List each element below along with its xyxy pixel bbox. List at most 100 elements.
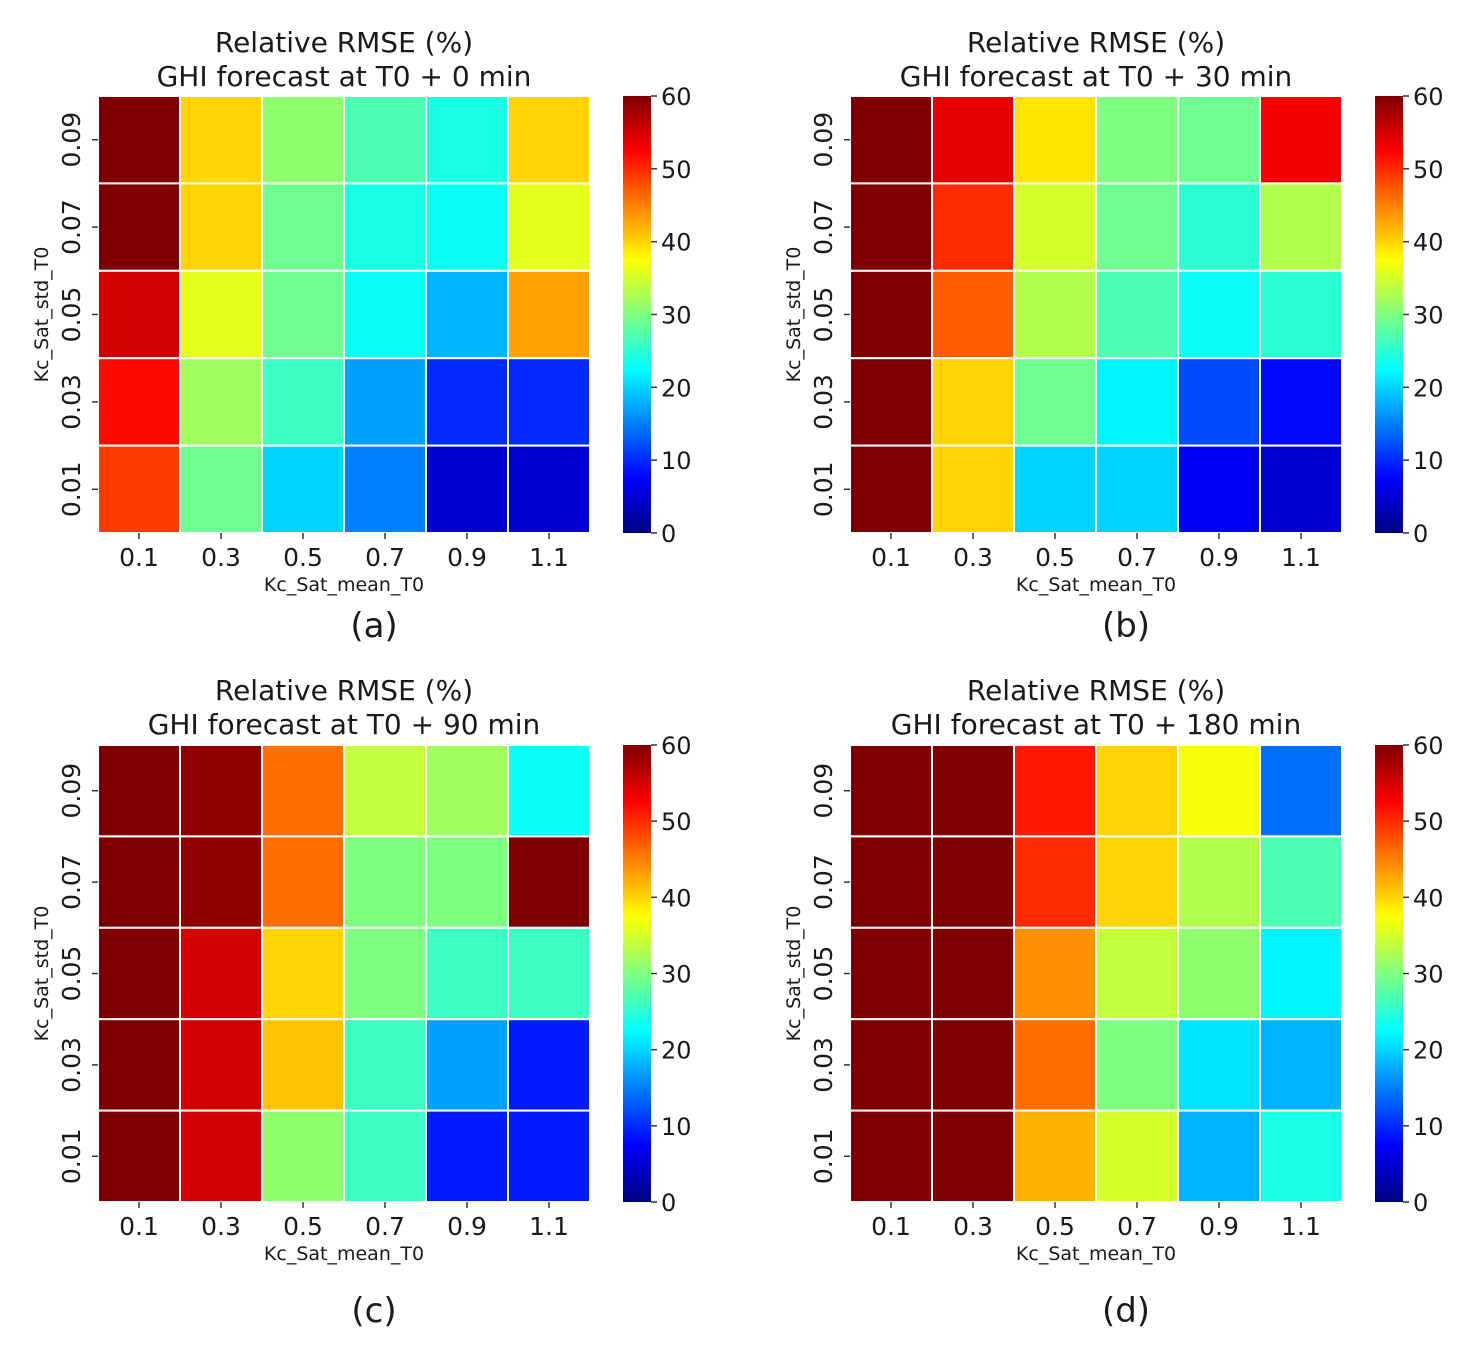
heatmap-cell — [931, 357, 1015, 447]
heatmap-panel-2: Relative RMSE (%)GHI forecast at T0 + 30… — [783, 26, 1444, 646]
y-tick-label: 0.01 — [57, 1128, 86, 1184]
x-tick-label: 0.9 — [1199, 1212, 1239, 1241]
heatmap-cell — [261, 95, 345, 185]
chart-title-line2: GHI forecast at T0 + 180 min — [891, 708, 1301, 741]
heatmap-cell — [343, 444, 427, 535]
y-tick-label: 0.03 — [57, 1037, 86, 1093]
heatmap-cell — [179, 835, 263, 929]
y-tick-label: 0.09 — [809, 763, 838, 819]
heatmap-cell — [179, 926, 263, 1021]
heatmap-cell — [507, 1018, 591, 1112]
heatmap-cell — [1095, 835, 1179, 929]
heatmap-cell — [261, 444, 345, 535]
x-tick-label: 0.3 — [953, 543, 993, 572]
chart-title-line1: Relative RMSE (%) — [967, 674, 1225, 707]
heatmap-cell — [1259, 744, 1343, 838]
y-tick-label: 0.01 — [809, 1128, 838, 1184]
heatmap-cell — [1013, 744, 1097, 838]
heatmap-panel-3: Relative RMSE (%)GHI forecast at T0 + 90… — [31, 674, 692, 1331]
panel-label: (c) — [351, 1291, 396, 1331]
colorbar-tick-label: 20 — [661, 374, 692, 402]
colorbar — [1375, 96, 1403, 533]
heatmap-cell — [507, 1109, 591, 1203]
colorbar-tick-label: 10 — [1413, 447, 1444, 475]
heatmap-cell — [425, 95, 509, 185]
heatmap-cell — [507, 357, 591, 447]
heatmap-cell — [343, 835, 427, 929]
colorbar-tick-label: 60 — [661, 83, 692, 111]
heatmap-cell — [425, 1109, 509, 1203]
heatmap-cell — [849, 269, 933, 360]
heatmap-cell — [425, 1018, 509, 1112]
y-tick-label: 0.05 — [57, 946, 86, 1002]
heatmap-cell — [1095, 357, 1179, 447]
y-tick-label: 0.09 — [57, 112, 86, 168]
x-tick-label: 1.1 — [529, 1212, 569, 1241]
heatmap-cell — [931, 926, 1015, 1021]
heatmap-cell — [425, 926, 509, 1021]
heatmap-cell — [97, 926, 181, 1021]
heatmap-cell — [849, 444, 933, 535]
y-axis-label: Kc_Sat_std_T0 — [31, 906, 53, 1042]
heatmap-cell — [97, 1018, 181, 1112]
heatmap-cell — [1177, 1109, 1261, 1203]
chart-title-line2: GHI forecast at T0 + 90 min — [148, 708, 541, 741]
heatmap-cell — [343, 95, 427, 185]
x-tick-label: 0.5 — [1035, 543, 1075, 572]
y-axis-label: Kc_Sat_std_T0 — [783, 247, 805, 383]
x-tick-label: 0.7 — [365, 543, 405, 572]
y-tick-label: 0.01 — [809, 461, 838, 517]
heatmap-cell — [1013, 95, 1097, 185]
colorbar-tick-label: 50 — [1413, 156, 1444, 184]
heatmap-cell — [179, 444, 263, 535]
colorbar-tick-label: 30 — [1413, 961, 1444, 989]
heatmap-cell — [849, 182, 933, 272]
heatmap-cell — [1177, 444, 1261, 535]
heatmap-cell — [1177, 926, 1261, 1021]
heatmap-cell — [1177, 182, 1261, 272]
chart-title-line2: GHI forecast at T0 + 0 min — [157, 60, 532, 93]
panel-label: (b) — [1102, 606, 1150, 646]
heatmap-cell — [425, 744, 509, 838]
x-tick-label: 0.9 — [447, 1212, 487, 1241]
y-tick-label: 0.07 — [57, 854, 86, 910]
heatmap-cell — [1177, 95, 1261, 185]
y-tick-label: 0.03 — [809, 1037, 838, 1093]
heatmap-cell — [1013, 182, 1097, 272]
heatmap-cell — [97, 357, 181, 447]
colorbar-tick-label: 40 — [1413, 229, 1444, 257]
heatmap-cell — [343, 269, 427, 360]
colorbar-tick-label: 50 — [661, 808, 692, 836]
heatmap-cell — [1259, 269, 1343, 360]
heatmap-cell — [1177, 357, 1261, 447]
x-tick-label: 0.3 — [201, 1212, 241, 1241]
heatmap-cell — [507, 95, 591, 185]
heatmap-cell — [931, 269, 1015, 360]
x-axis-label: Kc_Sat_mean_T0 — [264, 574, 424, 596]
heatmap-cell — [507, 835, 591, 929]
y-tick-label: 0.07 — [809, 199, 838, 255]
chart-title-line1: Relative RMSE (%) — [215, 674, 473, 707]
colorbar-tick-label: 60 — [661, 732, 692, 760]
colorbar-tick-label: 0 — [661, 520, 676, 548]
panel-label: (d) — [1102, 1291, 1150, 1331]
y-axis-label: Kc_Sat_std_T0 — [31, 247, 53, 383]
colorbar-tick-label: 0 — [1413, 520, 1428, 548]
heatmap-cell — [261, 357, 345, 447]
heatmap-cell — [1013, 269, 1097, 360]
colorbar — [623, 96, 651, 533]
heatmap-cell — [1095, 182, 1179, 272]
heatmap-cell — [931, 1018, 1015, 1112]
heatmap-cell — [1259, 926, 1343, 1021]
heatmap-cell — [1259, 357, 1343, 447]
colorbar-tick-label: 30 — [1413, 302, 1444, 330]
heatmap-cell — [507, 269, 591, 360]
heatmap-cell — [179, 1109, 263, 1203]
heatmap-cell — [179, 1018, 263, 1112]
chart-title-line1: Relative RMSE (%) — [967, 26, 1225, 59]
colorbar-tick-label: 60 — [1413, 83, 1444, 111]
heatmap-cell — [1259, 95, 1343, 185]
colorbar-tick-label: 40 — [661, 229, 692, 257]
heatmap-cell — [849, 744, 933, 838]
colorbar-tick-label: 10 — [661, 447, 692, 475]
